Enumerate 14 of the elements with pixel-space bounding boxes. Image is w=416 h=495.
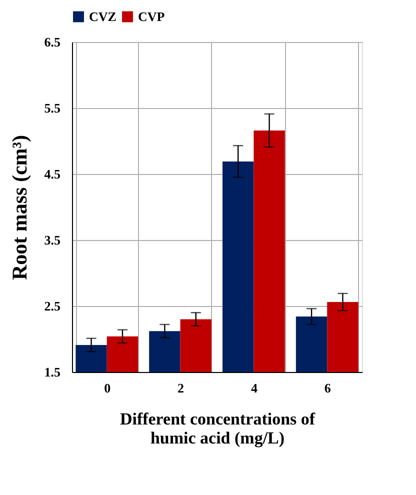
y-tick-label: 5.5 xyxy=(44,100,61,116)
x-tick-label: 0 xyxy=(104,380,111,396)
y-tick-label: 2.5 xyxy=(44,298,61,314)
legend-label: CVP xyxy=(138,8,165,24)
y-tick-label: 6.5 xyxy=(44,34,61,50)
y-axis-title: Root mass (cm³) xyxy=(7,134,32,280)
x-tick-label: 2 xyxy=(178,380,184,396)
x-tick-label: 6 xyxy=(324,380,332,396)
legend-label: CVZ xyxy=(89,8,117,24)
y-tick-label: 4.5 xyxy=(44,166,61,182)
x-tick-label: 4 xyxy=(250,380,258,396)
x-axis-title: Different concentrations of humic acid (mg/L) xyxy=(120,410,316,448)
y-tick-label: 3.5 xyxy=(44,232,61,248)
y-tick-label: 1.5 xyxy=(44,364,61,380)
